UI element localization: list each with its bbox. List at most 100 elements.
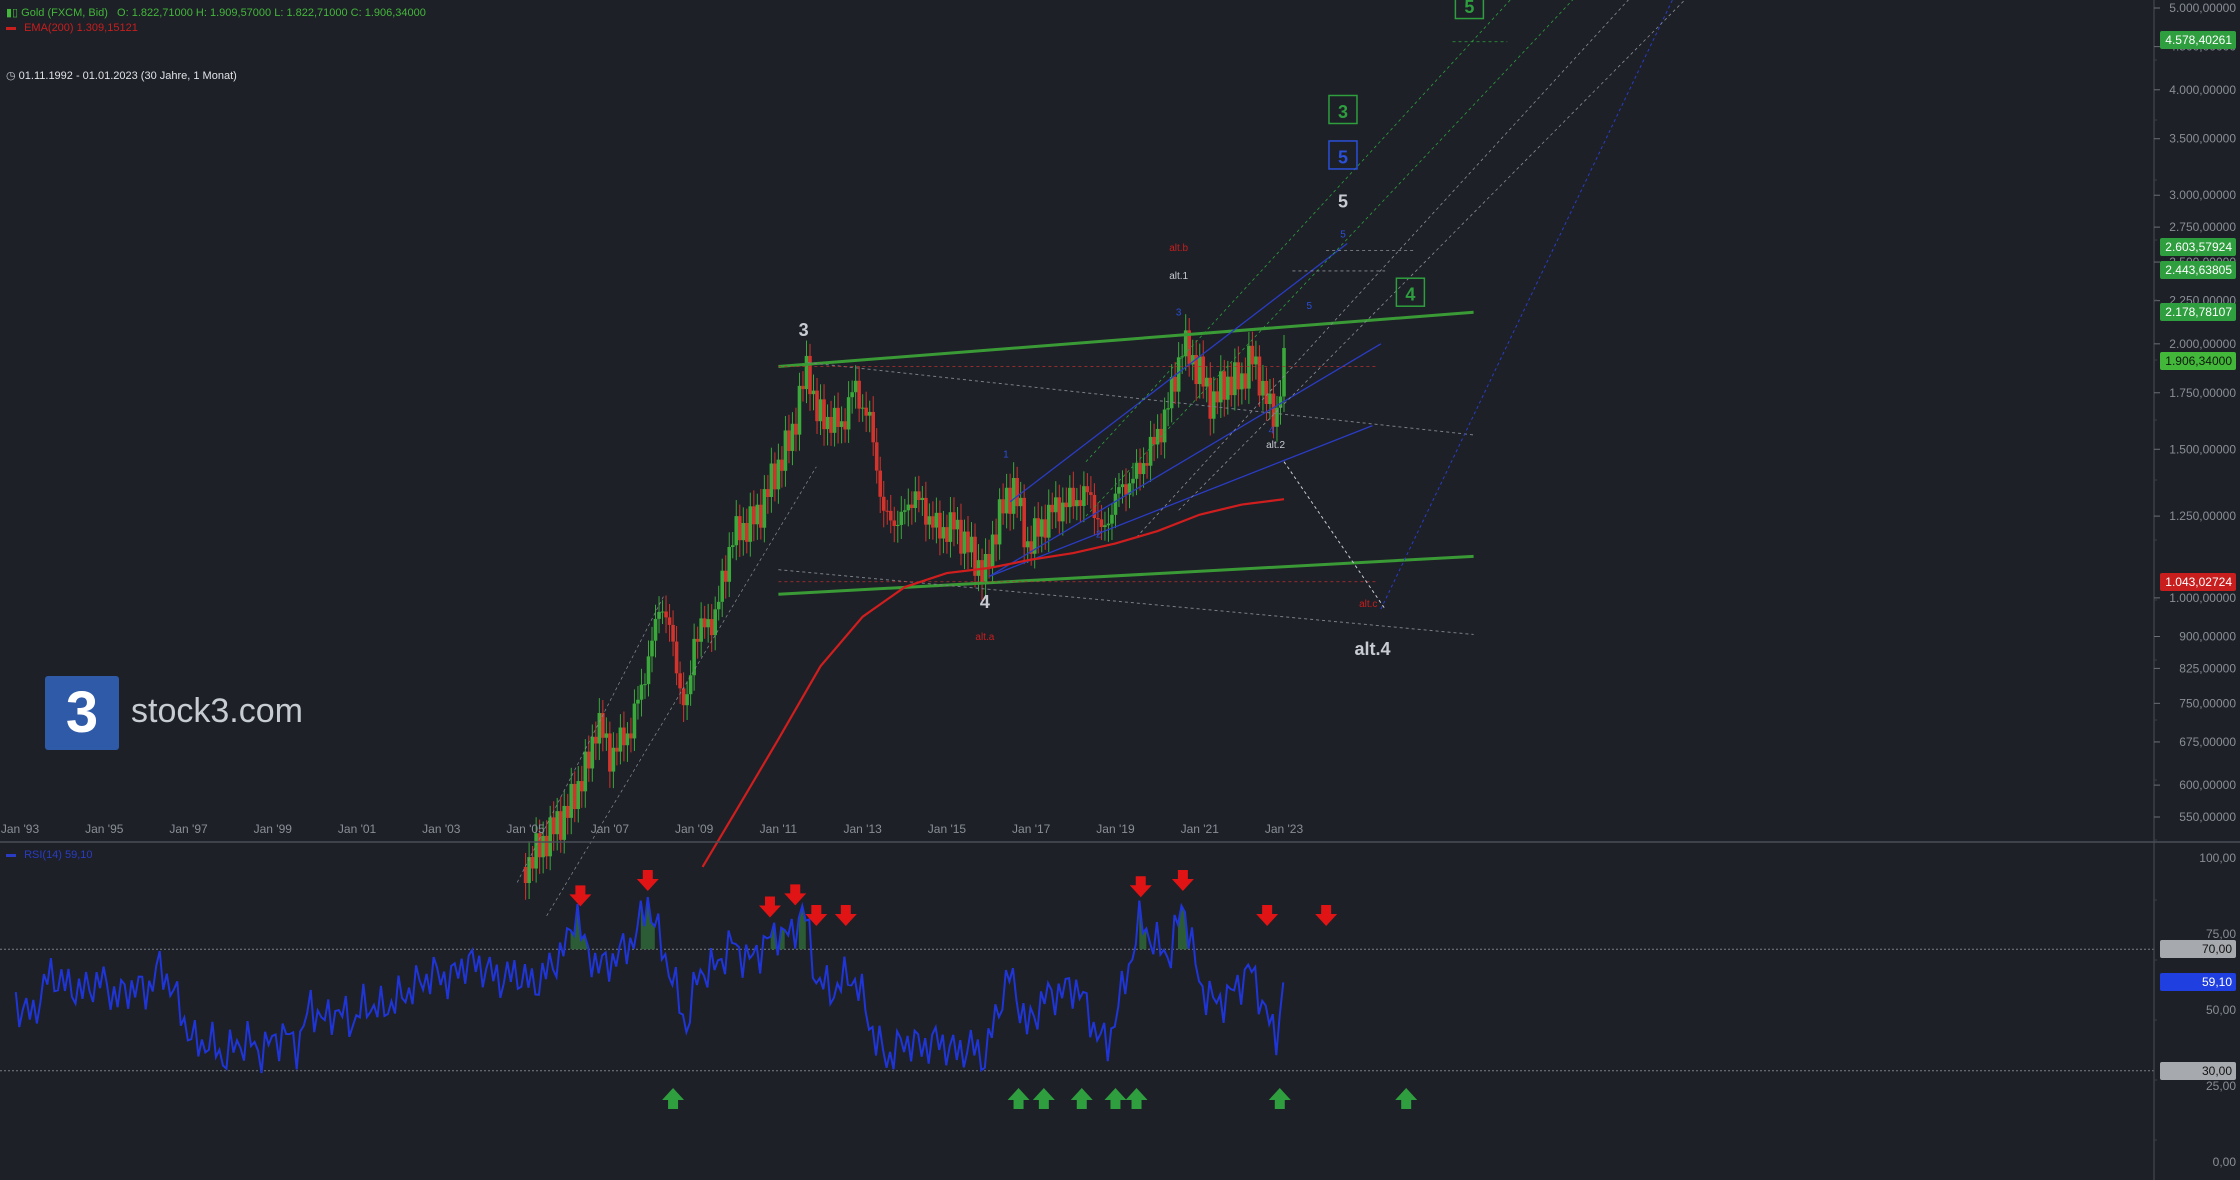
candle-body bbox=[1226, 376, 1230, 400]
y-tick-label: 1.500,00000 bbox=[2169, 442, 2236, 456]
candle-body bbox=[590, 736, 595, 769]
candle-body bbox=[1001, 499, 1005, 514]
candle-body bbox=[1053, 497, 1058, 513]
candle-body bbox=[1176, 357, 1181, 392]
candle-body bbox=[657, 611, 661, 619]
candle-body bbox=[587, 751, 591, 769]
price-marker-label: 2.178,78107 bbox=[2160, 303, 2236, 322]
candle-body bbox=[1057, 497, 1062, 522]
candle-body bbox=[1092, 494, 1097, 519]
candle-body bbox=[1061, 502, 1065, 522]
sell-signal-arrow-icon bbox=[1256, 905, 1279, 926]
candle-body bbox=[980, 560, 984, 584]
candle-body bbox=[674, 641, 679, 674]
candle-body bbox=[966, 531, 970, 553]
candle-body bbox=[1025, 541, 1030, 548]
candle-body bbox=[766, 489, 770, 498]
candle-body bbox=[1190, 355, 1195, 365]
candle-body bbox=[846, 397, 851, 430]
candle-body bbox=[938, 512, 942, 539]
ohlc-values: O: 1.822,71000 H: 1.909,57000 L: 1.822,7… bbox=[117, 7, 426, 19]
trend-line[interactable] bbox=[1136, 0, 1659, 538]
candle-body bbox=[1141, 463, 1146, 475]
candle-body bbox=[825, 416, 830, 430]
legend-rsi: RSI(14) 59,10 bbox=[6, 849, 93, 861]
y-tick-label: 1.000,00000 bbox=[2169, 591, 2236, 605]
candle-body bbox=[1032, 518, 1037, 554]
candle-body bbox=[551, 817, 556, 835]
candle-body bbox=[1089, 492, 1093, 495]
candle-body bbox=[1117, 487, 1121, 494]
candle-body bbox=[594, 736, 598, 744]
candle-body bbox=[565, 805, 570, 818]
x-tick-label: Jan '03 bbox=[422, 822, 461, 836]
trend-line[interactable] bbox=[778, 310, 1474, 369]
candle-body bbox=[692, 638, 696, 676]
trend-line[interactable] bbox=[988, 343, 1382, 578]
candle-body bbox=[1236, 362, 1241, 390]
candle-body bbox=[1257, 356, 1262, 396]
candle-body bbox=[548, 817, 552, 857]
candle-body bbox=[1211, 391, 1216, 419]
candle-body bbox=[664, 611, 668, 618]
candle-body bbox=[604, 733, 609, 738]
candle-body bbox=[941, 527, 946, 539]
rsi-line bbox=[14, 896, 1285, 1074]
candle-body bbox=[903, 510, 907, 512]
candle-body bbox=[1068, 487, 1072, 508]
trend-line[interactable] bbox=[1178, 0, 1718, 511]
trend-line[interactable] bbox=[1009, 242, 1348, 503]
sell-signal-arrow-icon bbox=[569, 885, 592, 907]
candle-body bbox=[1085, 486, 1090, 493]
candle-body bbox=[1173, 376, 1177, 392]
x-tick-label: Jan '97 bbox=[169, 822, 208, 836]
price-panel[interactable]: 3 4 alt.4 5 5 3 5 4 alt.b alt.1 alt.2 alt.c alt.a 1 2 3… bbox=[516, 0, 1718, 917]
candle-body bbox=[572, 783, 577, 810]
y-tick-label: 825,00000 bbox=[2179, 661, 2236, 675]
candle-body bbox=[685, 694, 689, 706]
candle-body bbox=[1254, 356, 1258, 365]
candle-body bbox=[597, 713, 602, 744]
trend-line[interactable] bbox=[1085, 0, 1541, 462]
candle-body bbox=[752, 506, 756, 525]
candle-body bbox=[860, 407, 865, 409]
candle-body bbox=[1018, 497, 1023, 507]
rsi-panel[interactable] bbox=[0, 870, 2154, 1109]
candle-body bbox=[773, 463, 777, 490]
candle-body bbox=[534, 833, 538, 869]
y-tick-label: 1.250,00000 bbox=[2169, 509, 2236, 523]
candle-body bbox=[1008, 487, 1012, 514]
candle-body bbox=[780, 459, 784, 471]
wave-label: 4 bbox=[1269, 426, 1275, 437]
candle-body bbox=[702, 618, 707, 628]
candle-body bbox=[1022, 497, 1026, 548]
x-tick-label: Jan '05 bbox=[506, 822, 545, 836]
candle-body bbox=[839, 421, 844, 427]
candle-body bbox=[1169, 376, 1174, 409]
candle-body bbox=[636, 699, 640, 704]
wave-label: alt.b bbox=[1169, 243, 1188, 254]
candle-body bbox=[1183, 330, 1188, 357]
candle-body bbox=[1106, 523, 1111, 526]
wave-label: 4 bbox=[980, 592, 990, 612]
wave-label-box bbox=[1395, 277, 1426, 307]
candle-body bbox=[797, 385, 802, 435]
rsi-overbought-fill bbox=[1177, 905, 1189, 950]
candle-body bbox=[608, 733, 612, 772]
y-tick-label: 900,00000 bbox=[2179, 629, 2236, 643]
trend-line[interactable] bbox=[807, 362, 1474, 436]
candle-body bbox=[1120, 484, 1125, 488]
candle-body bbox=[527, 857, 531, 884]
x-tick-label: Jan '11 bbox=[760, 822, 798, 836]
candle-body bbox=[1113, 493, 1118, 515]
trend-line[interactable] bbox=[778, 554, 1474, 596]
candle-body bbox=[794, 423, 798, 435]
candle-body bbox=[1039, 519, 1044, 537]
candle-body bbox=[1187, 330, 1191, 365]
buy-signal-arrow-icon bbox=[1268, 1088, 1291, 1109]
trend-line[interactable] bbox=[988, 425, 1373, 578]
trend-line[interactable] bbox=[778, 569, 1474, 635]
trend-line[interactable] bbox=[1380, 0, 1689, 610]
